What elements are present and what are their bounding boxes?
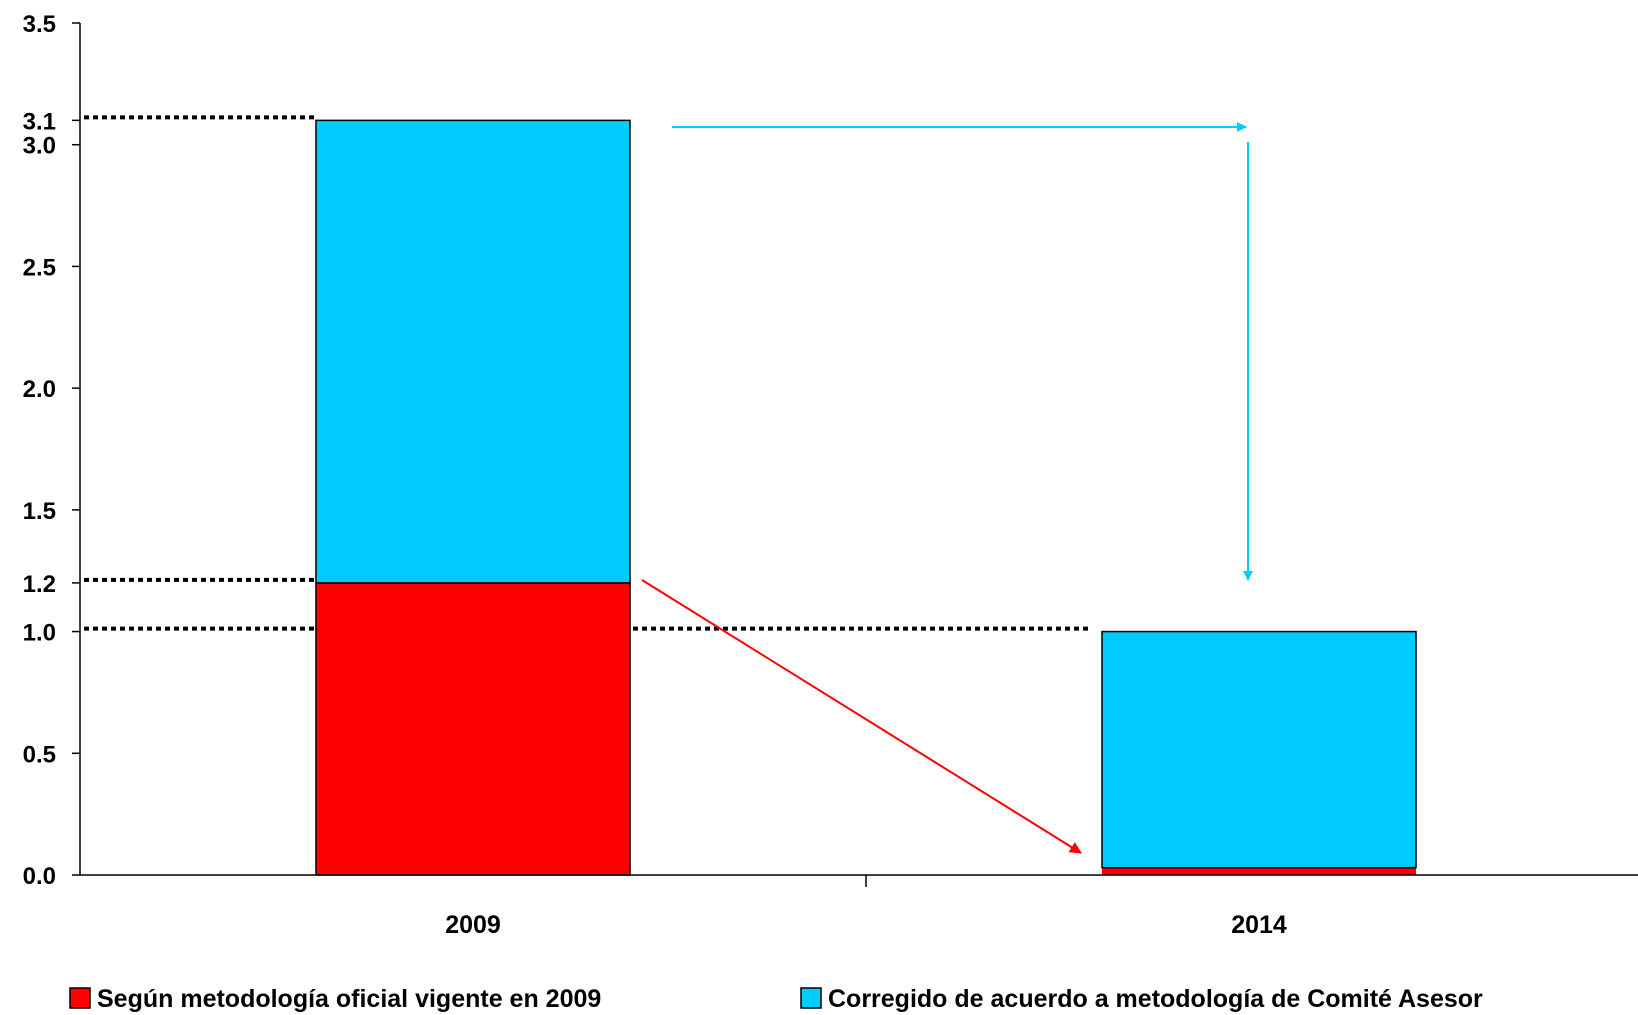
bar-2009-series-1 <box>315 582 631 876</box>
bar-2009-series-2 <box>315 119 631 584</box>
x-categories: 2009 2014 <box>445 911 1287 939</box>
bar-2014-series-1 <box>1102 867 1416 875</box>
y-tick-label-3-0: 3.0 <box>23 133 56 160</box>
x-tick-label-2014: 2014 <box>1231 911 1287 939</box>
y-tick-label-0-0: 0.0 <box>23 863 56 890</box>
annotation-arrows <box>641 122 1253 854</box>
y-ticks: 0.0 0.5 1.0 1.2 1.5 2.0 2.5 3.03.1 3.5 <box>23 11 80 890</box>
bar-2014-series-2 <box>1101 630 1417 869</box>
y-tick-label-2-0: 2.0 <box>23 376 56 403</box>
legend-swatch-2 <box>800 987 822 1009</box>
y-tick-label-0-5: 0.5 <box>23 741 56 768</box>
legend-swatch-1 <box>69 987 91 1009</box>
y-tick-label-1-2: 1.2 <box>23 571 56 598</box>
legend-label-1: Según metodología oficial vigente en 200… <box>97 985 601 1013</box>
y-tick-label-1-0: 1.0 <box>23 620 56 647</box>
y-tick-label-3-1: 3.1 <box>23 108 56 135</box>
y-tick-label-2-5: 2.5 <box>23 254 56 281</box>
bars <box>315 119 1417 876</box>
y-tick-label-1-5: 1.5 <box>23 498 56 525</box>
legend-label-2: Corregido de acuerdo a metodología de Co… <box>828 985 1483 1013</box>
axes <box>79 23 1638 887</box>
y-tick-label-3-5: 3.5 <box>23 11 56 38</box>
legend: Según metodología oficial vigente en 200… <box>69 985 1483 1013</box>
x-tick-label-2009: 2009 <box>445 911 501 939</box>
red-arrow-diagonal <box>641 579 1082 854</box>
